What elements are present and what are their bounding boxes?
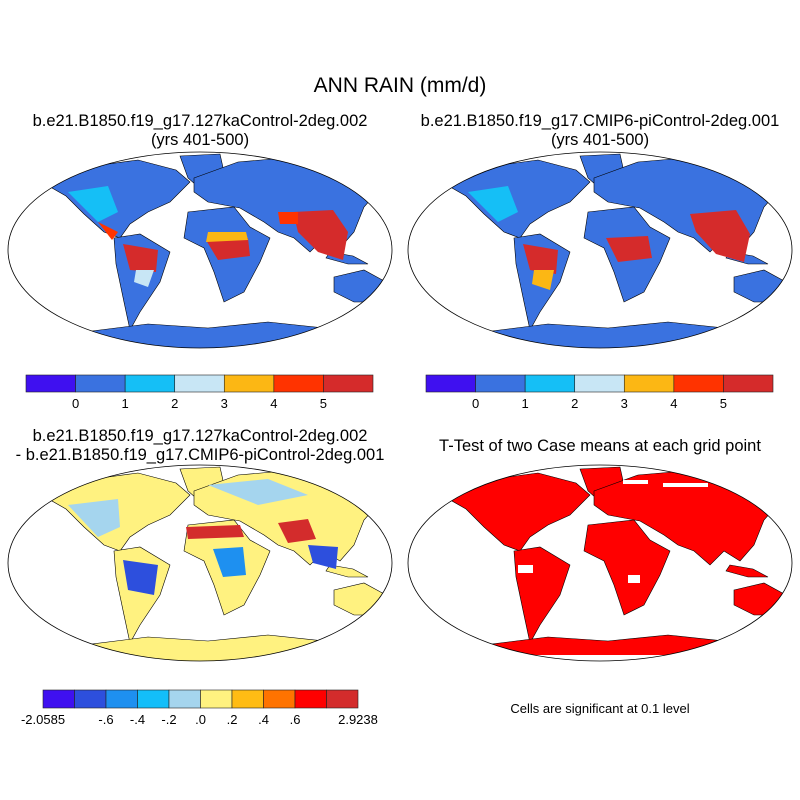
colorbar-label: 2 [171,396,178,411]
colorbar-box [623,374,675,393]
colorbar-label: 1 [522,396,529,411]
panel3-title-line2: - b.e21.B1850.f19_g17.CMIP6-piControl-2d… [15,446,385,464]
colorbar-label: 1 [122,396,129,411]
colorbar-box [75,374,126,393]
colorbar-label: .2 [227,712,238,727]
colorbar-difference: -2.0585 -.6 -.4 -.2 .0 .2 .4 .6 2.9238 [21,689,378,727]
colorbar-label: 3 [621,396,628,411]
panel1-title-line1: b.e21.B1850.f19_g17.127kaControl-2deg.00… [32,112,368,130]
colorbar-box [25,374,76,393]
colorbar-box [673,374,724,393]
panel3-title: b.e21.B1850.f19_g17.127kaControl-2deg.00… [0,427,400,465]
colorbar-box [263,689,296,709]
colorbar-box [294,689,327,709]
colorbar-box [723,374,774,393]
colorbar-case1: 0 1 2 3 4 5 [25,374,374,411]
colorbar-box [74,689,107,709]
colorbar-box [200,689,233,709]
colorbar-case2: 0 1 2 3 4 5 [425,374,774,411]
colorbar-box [223,374,275,393]
colorbar-box [326,689,359,709]
colorbar-box [105,689,138,709]
colorbar-box [174,374,225,393]
colorbar-box [231,689,264,709]
panel2-title-line1: b.e21.B1850.f19_g17.CMIP6-piControl-2deg… [420,112,780,130]
colorbar-label: 3 [221,396,228,411]
panel4-title: T-Test of two Case means at each grid po… [400,437,800,456]
map-ttest [407,464,793,662]
panel2-title: b.e21.B1850.f19_g17.CMIP6-piControl-2deg… [400,112,800,150]
colorbar-box [425,374,476,393]
colorbar-label: 5 [720,396,727,411]
colorbar-label: -.6 [98,712,113,727]
colorbar-label: 5 [320,396,327,411]
figure-title: ANN RAIN (mm/d) [313,74,487,97]
panel1-title-line2: (yrs 401-500) [150,131,250,149]
colorbar-box [524,374,576,393]
panel2-title-line2: (yrs 401-500) [550,131,650,149]
colorbar-box [574,374,625,393]
colorbar-label: .6 [290,712,301,727]
colorbar-label: 4 [270,396,277,411]
colorbar-label: .0 [195,712,206,727]
colorbar-label: -.4 [130,712,145,727]
panel4-title-line1: T-Test of two Case means at each grid po… [439,437,761,455]
colorbar-box [137,689,170,709]
colorbar-label: 2 [571,396,578,411]
panel3-title-line1: b.e21.B1850.f19_g17.127kaControl-2deg.00… [32,427,368,445]
map-difference [7,464,393,662]
colorbar-box [475,374,526,393]
colorbar-label: 0 [72,396,79,411]
colorbar-label: -.2 [161,712,176,727]
colorbar-box [168,689,201,709]
colorbar-box [124,374,176,393]
map-case2 [407,151,793,349]
colorbar-label: -2.0585 [21,712,65,727]
colorbar-label: 2.9238 [338,712,378,727]
panel1-title: b.e21.B1850.f19_g17.127kaControl-2deg.00… [0,112,400,150]
significance-note: Cells are significant at 0.1 level [510,701,690,716]
map-case1 [7,151,393,349]
colorbar-box [273,374,324,393]
colorbar-label: .4 [258,712,269,727]
colorbar-label: 4 [670,396,677,411]
colorbar-box [323,374,374,393]
colorbar-box [42,689,75,709]
colorbar-label: 0 [472,396,479,411]
